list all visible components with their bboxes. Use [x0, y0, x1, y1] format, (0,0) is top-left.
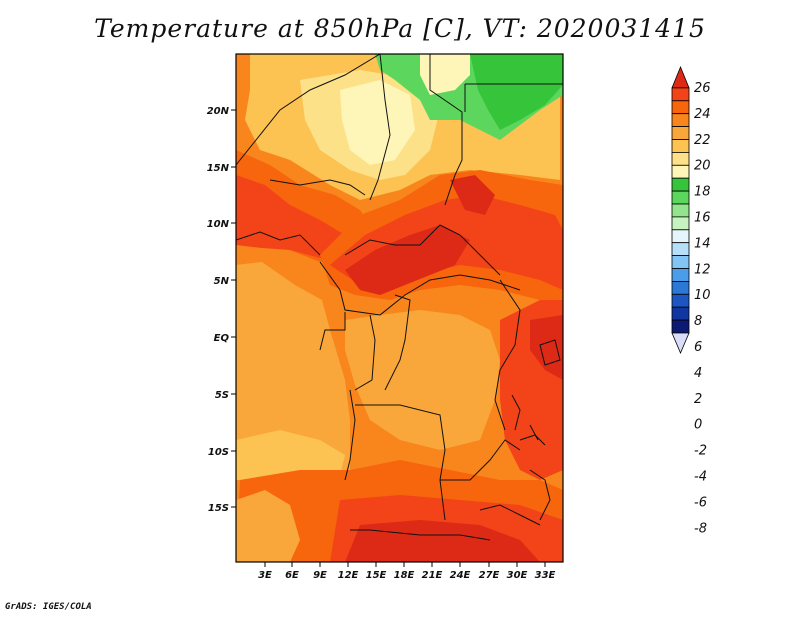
lon-label: 3E: [258, 570, 272, 581]
congo-basin-region: [345, 310, 500, 450]
colorbar-swatch: [671, 126, 690, 140]
atlantic-ocean-region: [236, 262, 350, 480]
ocean-south-region: [236, 430, 345, 480]
colorbar-label: 6: [694, 340, 702, 355]
colorbar-label: -8: [694, 521, 707, 536]
libya-cream-region: [420, 54, 470, 95]
sahel-west-red: [236, 175, 350, 258]
lat-label: 10N: [207, 219, 230, 230]
colorbar-label: -6: [694, 495, 707, 510]
colorbar-swatch: [671, 190, 690, 205]
colorbar-swatch: [671, 280, 690, 295]
colorbar-label: 12: [694, 262, 711, 277]
lat-label: 10S: [208, 447, 229, 458]
colorbar-label: 18: [694, 185, 711, 200]
lon-label: 15E: [366, 570, 387, 581]
colorbar-label: 22: [694, 133, 711, 148]
south-west-pale: [236, 490, 300, 562]
lon-label: 27E: [479, 570, 500, 581]
longitude-axis: 3E 6E 9E 12E 15E 18E 21E 24E 27E 30E 33E: [258, 562, 556, 581]
colorbar-swatch: [671, 216, 690, 231]
sahara-light-region: [340, 80, 415, 165]
lat-label: EQ: [214, 333, 230, 344]
colorbar-swatch: [671, 319, 690, 334]
colorbar-swatch: [671, 139, 690, 153]
colorbar-bottom-arrow: [671, 332, 690, 355]
lon-label: 24E: [450, 570, 471, 581]
colorbar-swatch: [671, 242, 690, 256]
colorbar-swatch: [671, 177, 690, 192]
colorbar-swatch: [671, 306, 690, 321]
colorbar-label: 20: [694, 159, 711, 174]
colorbar-label: 8: [694, 314, 702, 329]
lat-label: 20N: [207, 106, 230, 117]
colorbar-swatch: [671, 151, 690, 166]
colorbar-swatch: [671, 255, 690, 269]
colorbar-swatch: [671, 293, 690, 308]
colorbar-label: -4: [694, 470, 707, 485]
south-hot-core: [345, 520, 540, 562]
colorbar-label: 14: [694, 236, 711, 251]
north-dark-green-region: [470, 54, 563, 130]
lat-label: 15N: [207, 163, 230, 174]
colorbar-label: 26: [694, 81, 711, 96]
country-borders: [236, 54, 563, 541]
colorbar-swatch: [671, 87, 690, 102]
temperature-field: [236, 54, 563, 562]
lon-label: 33E: [535, 570, 556, 581]
map-title: Temperature at 850hPa [C], VT: 202003141…: [94, 14, 706, 43]
latitude-axis: 20N 15N 10N 5N EQ 5S 10S 15S: [207, 106, 236, 514]
colorbar-label: 4: [694, 366, 702, 381]
colorbar-label: 2: [694, 392, 702, 407]
lon-label: 18E: [394, 570, 415, 581]
colorbar-swatch: [671, 203, 690, 218]
colorbar-top-arrow: [671, 65, 690, 89]
colorbar-swatch: [671, 164, 690, 179]
lon-label: 21E: [422, 570, 443, 581]
lat-label: 5N: [214, 276, 230, 287]
lon-label: 9E: [313, 570, 327, 581]
lon-label: 12E: [338, 570, 359, 581]
lake-region-hot: [530, 315, 563, 380]
lon-label: 30E: [507, 570, 528, 581]
colorbar-swatch: [671, 113, 690, 127]
colorbar-label: 0: [694, 418, 702, 433]
lat-label: 15S: [208, 503, 229, 514]
colorbar-label: 16: [694, 211, 711, 226]
grads-credit: GrADS: IGES/COLA: [5, 602, 92, 612]
colorbar-swatch: [671, 268, 690, 282]
map-frame: [235, 53, 564, 563]
central-hot-core: [345, 225, 470, 295]
colorbar-label: 10: [694, 288, 711, 303]
lon-label: 6E: [285, 570, 299, 581]
colorbar-label: -2: [694, 444, 707, 459]
colorbar-label: 24: [694, 107, 711, 122]
colorbar-swatch: [671, 100, 690, 115]
colorbar-swatch: [671, 229, 690, 244]
lat-label: 5S: [215, 390, 229, 401]
east-hot-core: [450, 175, 495, 215]
